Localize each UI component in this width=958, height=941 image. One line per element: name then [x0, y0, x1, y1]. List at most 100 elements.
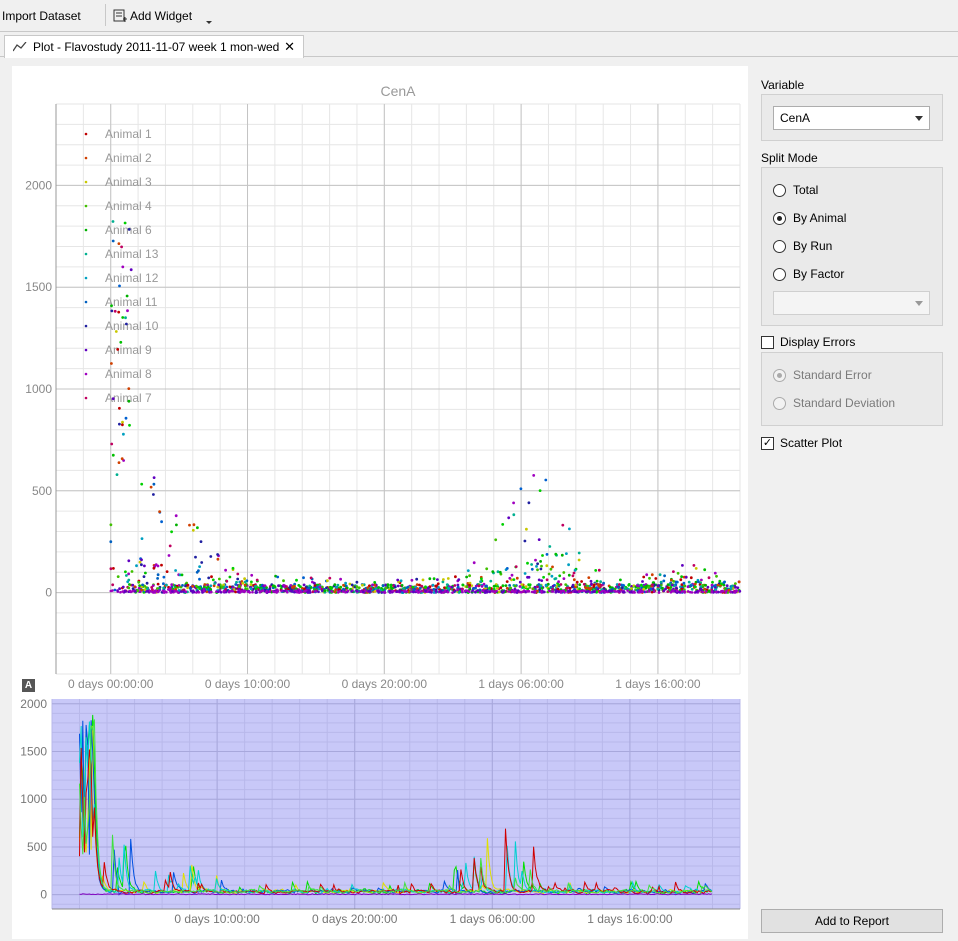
- scatter-point: [110, 304, 113, 308]
- scatter-point: [528, 586, 532, 589]
- scatter-point: [143, 564, 146, 568]
- scatter-point: [507, 516, 511, 520]
- legend-marker: [84, 324, 88, 328]
- dropdown-arrow-icon[interactable]: [205, 20, 213, 26]
- scatter-point: [177, 589, 181, 592]
- scatter-point: [161, 589, 165, 593]
- scatter-point: [641, 590, 644, 593]
- chart-title: CenA: [380, 83, 416, 99]
- scatter-point: [659, 583, 663, 587]
- scatter-point: [165, 583, 168, 587]
- radio-total[interactable]: Total: [773, 181, 818, 199]
- side-panel: Variable CenA Split Mode Total By Animal…: [752, 66, 958, 941]
- scatter-point: [409, 590, 413, 593]
- scatter-point: [318, 585, 322, 589]
- scatter-point: [589, 586, 593, 590]
- add-to-report-button[interactable]: Add to Report: [761, 909, 943, 933]
- scatter-point: [557, 590, 560, 594]
- scatter-point: [111, 453, 115, 457]
- close-icon[interactable]: ✕: [284, 39, 295, 54]
- scatter-point: [675, 589, 679, 593]
- factor-select[interactable]: [773, 291, 930, 315]
- scatter-point: [125, 574, 128, 577]
- scatter-point: [619, 578, 622, 582]
- errors-group: [761, 352, 943, 426]
- scatter-point: [451, 591, 454, 594]
- scatter-point: [135, 564, 138, 568]
- scatter-plot-label: Scatter Plot: [780, 436, 843, 450]
- scatter-point: [127, 387, 131, 390]
- scatter-point: [111, 239, 115, 243]
- scatter-point: [254, 585, 257, 588]
- scatter-point: [651, 581, 655, 585]
- scatter-point: [489, 579, 493, 583]
- variable-select[interactable]: CenA: [773, 106, 930, 130]
- scatter-point: [133, 585, 137, 589]
- scatter-point: [109, 567, 113, 571]
- scatter-point: [722, 581, 726, 585]
- scatter-point: [574, 583, 578, 587]
- scatter-point: [715, 574, 718, 578]
- scatter-point: [571, 574, 575, 578]
- import-dataset-button[interactable]: Import Dataset: [2, 9, 81, 23]
- scatter-point: [373, 583, 377, 587]
- radio-by-run[interactable]: By Run: [773, 237, 832, 255]
- scatter-point: [121, 265, 125, 269]
- scatter-point: [174, 590, 177, 593]
- display-errors-checkbox[interactable]: Display Errors: [761, 333, 855, 351]
- series-line: [79, 893, 713, 896]
- scatter-point: [121, 585, 125, 589]
- scatter-point: [250, 573, 254, 577]
- scatter-point: [549, 567, 553, 571]
- y-tick-label: 1500: [25, 280, 52, 294]
- scatter-point: [718, 579, 722, 583]
- scatter-point: [231, 566, 235, 570]
- scatter-point: [540, 586, 544, 590]
- overview-line-chart[interactable]: 0 500 1000 1500 2000 0 days 10:00:00 0 days 20…: [12, 694, 748, 934]
- scatter-point: [544, 478, 548, 482]
- scatter-point: [716, 583, 720, 587]
- scatter-point: [334, 588, 338, 591]
- scatter-point: [228, 575, 232, 579]
- legend-marker: [84, 348, 88, 352]
- scatter-point: [153, 589, 157, 593]
- toolbar: Import Dataset Add Widget: [0, 0, 958, 32]
- scatter-point: [110, 442, 114, 446]
- scatter-point: [216, 585, 220, 589]
- scatter-point: [509, 586, 512, 590]
- scatter-point: [416, 587, 419, 590]
- scatter-point: [714, 588, 718, 592]
- scatter-point: [156, 573, 160, 577]
- scatter-point: [573, 568, 577, 572]
- scatter-point: [710, 590, 714, 594]
- scatter-point: [697, 580, 700, 584]
- scatter-point: [544, 584, 548, 587]
- scatter-point: [731, 584, 734, 588]
- scatter-point: [505, 586, 509, 590]
- scatter-point: [293, 584, 296, 588]
- scatter-point: [330, 590, 334, 593]
- scatter-point: [191, 589, 195, 592]
- scatter-point: [265, 589, 269, 593]
- scatter-point: [675, 580, 679, 584]
- radio-standard-deviation[interactable]: Standard Deviation: [773, 394, 895, 412]
- scatter-point: [346, 589, 350, 593]
- tab-plot[interactable]: Plot - Flavostudy 2011-11-07 week 1 mon-…: [4, 35, 304, 58]
- scatter-point: [457, 591, 461, 594]
- radio-standard-error[interactable]: Standard Error: [773, 366, 872, 384]
- scatter-point: [136, 589, 140, 593]
- autoscale-icon[interactable]: A: [22, 679, 35, 692]
- scatter-point: [430, 591, 433, 594]
- scatter-point: [336, 591, 340, 594]
- scatter-point: [603, 590, 607, 594]
- scatter-point: [700, 588, 703, 592]
- scatter-point: [699, 585, 703, 588]
- scatter-point: [406, 585, 410, 589]
- scatter-point: [662, 579, 666, 583]
- scatter-plot-checkbox[interactable]: ✓ Scatter Plot: [761, 434, 842, 452]
- add-widget-button[interactable]: Add Widget: [113, 7, 192, 25]
- radio-by-animal[interactable]: By Animal: [773, 209, 846, 227]
- radio-by-factor[interactable]: By Factor: [773, 265, 844, 283]
- tab-label: Plot - Flavostudy 2011-11-07 week 1 mon-…: [33, 40, 280, 54]
- scatter-point: [236, 577, 240, 581]
